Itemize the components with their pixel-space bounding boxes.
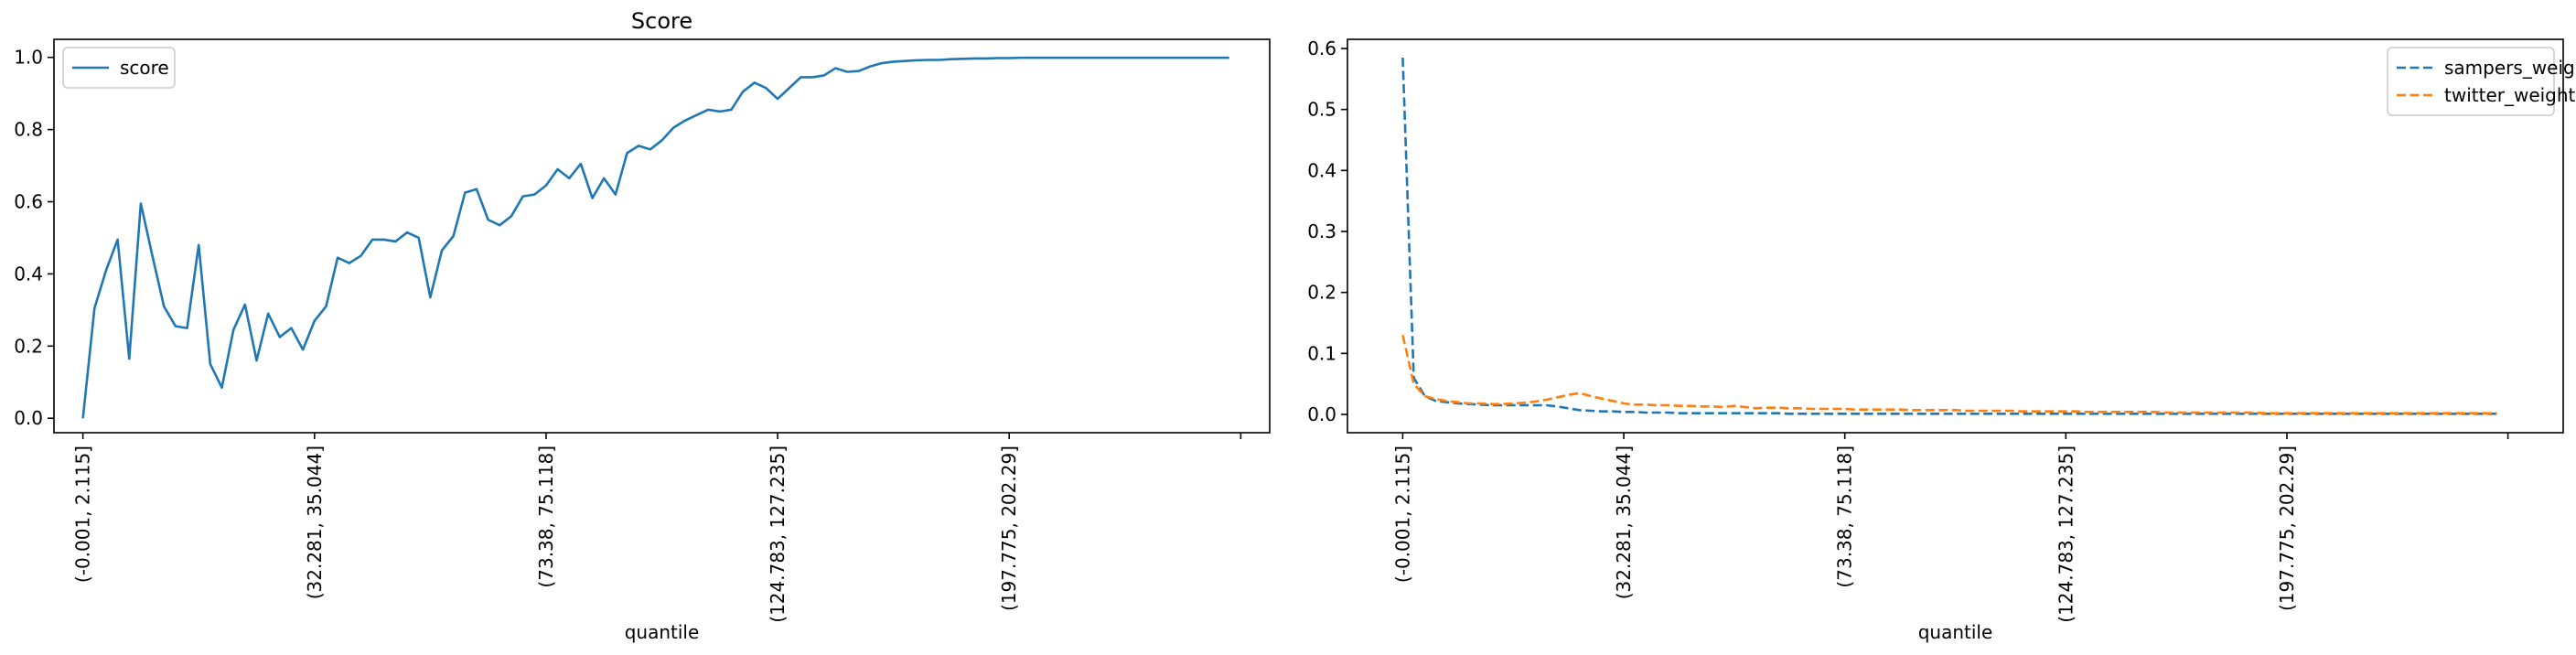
y-tick-label: 0.6 bbox=[14, 191, 43, 213]
y-tick-label: 0.4 bbox=[14, 263, 43, 285]
series-line-sampers_weight bbox=[1401, 57, 2497, 415]
series-line-score bbox=[81, 56, 1229, 419]
x-tick-label: (-0.001, 2.115] bbox=[1391, 446, 1413, 583]
legend-box bbox=[2387, 47, 2555, 116]
legend: sampers_weight twitter_weight bbox=[2387, 47, 2576, 116]
y-tick-label: 0.4 bbox=[1307, 159, 1336, 181]
y-tick-label: 0.0 bbox=[14, 407, 43, 429]
series-line-twitter_weight bbox=[1401, 335, 2497, 414]
axes-frame bbox=[53, 38, 1271, 434]
x-tick-label: (124.783, 127.235] bbox=[767, 446, 789, 623]
chart-1: 0.0 0.2 0.4 0.6 0.8 1.0 (-0.001, 2.115] (32.281… bbox=[14, 8, 1271, 643]
x-tick-label: (32.281, 35.044] bbox=[304, 446, 326, 599]
x-axis-label: quantile bbox=[625, 621, 700, 643]
chart-2: 0.0 0.1 0.2 0.3 0.4 0.5 0.6 (-0.001, 2.115] (32.… bbox=[1307, 38, 2576, 643]
legend-label-twitter_weight: twitter_weight bbox=[2444, 84, 2576, 106]
x-tick-label: (124.783, 127.235] bbox=[2055, 446, 2077, 623]
x-tick-label: (197.775, 202.29] bbox=[2276, 446, 2298, 611]
axes-frame bbox=[1347, 38, 2564, 434]
legend-box bbox=[62, 47, 176, 89]
y-tick-label: 0.3 bbox=[1307, 220, 1336, 242]
y-tick-label: 0.1 bbox=[1307, 342, 1336, 364]
y-tick-label: 0.2 bbox=[1307, 282, 1336, 304]
y-tick-label: 0.8 bbox=[14, 119, 43, 141]
legend-label-score: score bbox=[120, 57, 169, 79]
chart-title: Score bbox=[631, 8, 692, 34]
x-axis-label: quantile bbox=[1918, 621, 1993, 643]
x-tick-label: (73.38, 75.118] bbox=[1834, 446, 1856, 588]
legend-label-sampers_weight: sampers_weight bbox=[2444, 57, 2576, 79]
y-tick-label: 0.6 bbox=[1307, 38, 1336, 59]
y-tick-label: 0.0 bbox=[1307, 403, 1336, 425]
x-tick-label: (32.281, 35.044] bbox=[1613, 446, 1635, 599]
x-tick-label: (-0.001, 2.115] bbox=[72, 446, 94, 583]
x-tick-label: (197.775, 202.29] bbox=[998, 446, 1020, 611]
y-tick-label: 0.2 bbox=[14, 335, 43, 357]
y-tick-label: 1.0 bbox=[14, 47, 43, 69]
y-tick-label: 0.5 bbox=[1307, 99, 1336, 121]
x-tick-label: (73.38, 75.118] bbox=[535, 446, 557, 588]
legend: score bbox=[62, 47, 176, 89]
